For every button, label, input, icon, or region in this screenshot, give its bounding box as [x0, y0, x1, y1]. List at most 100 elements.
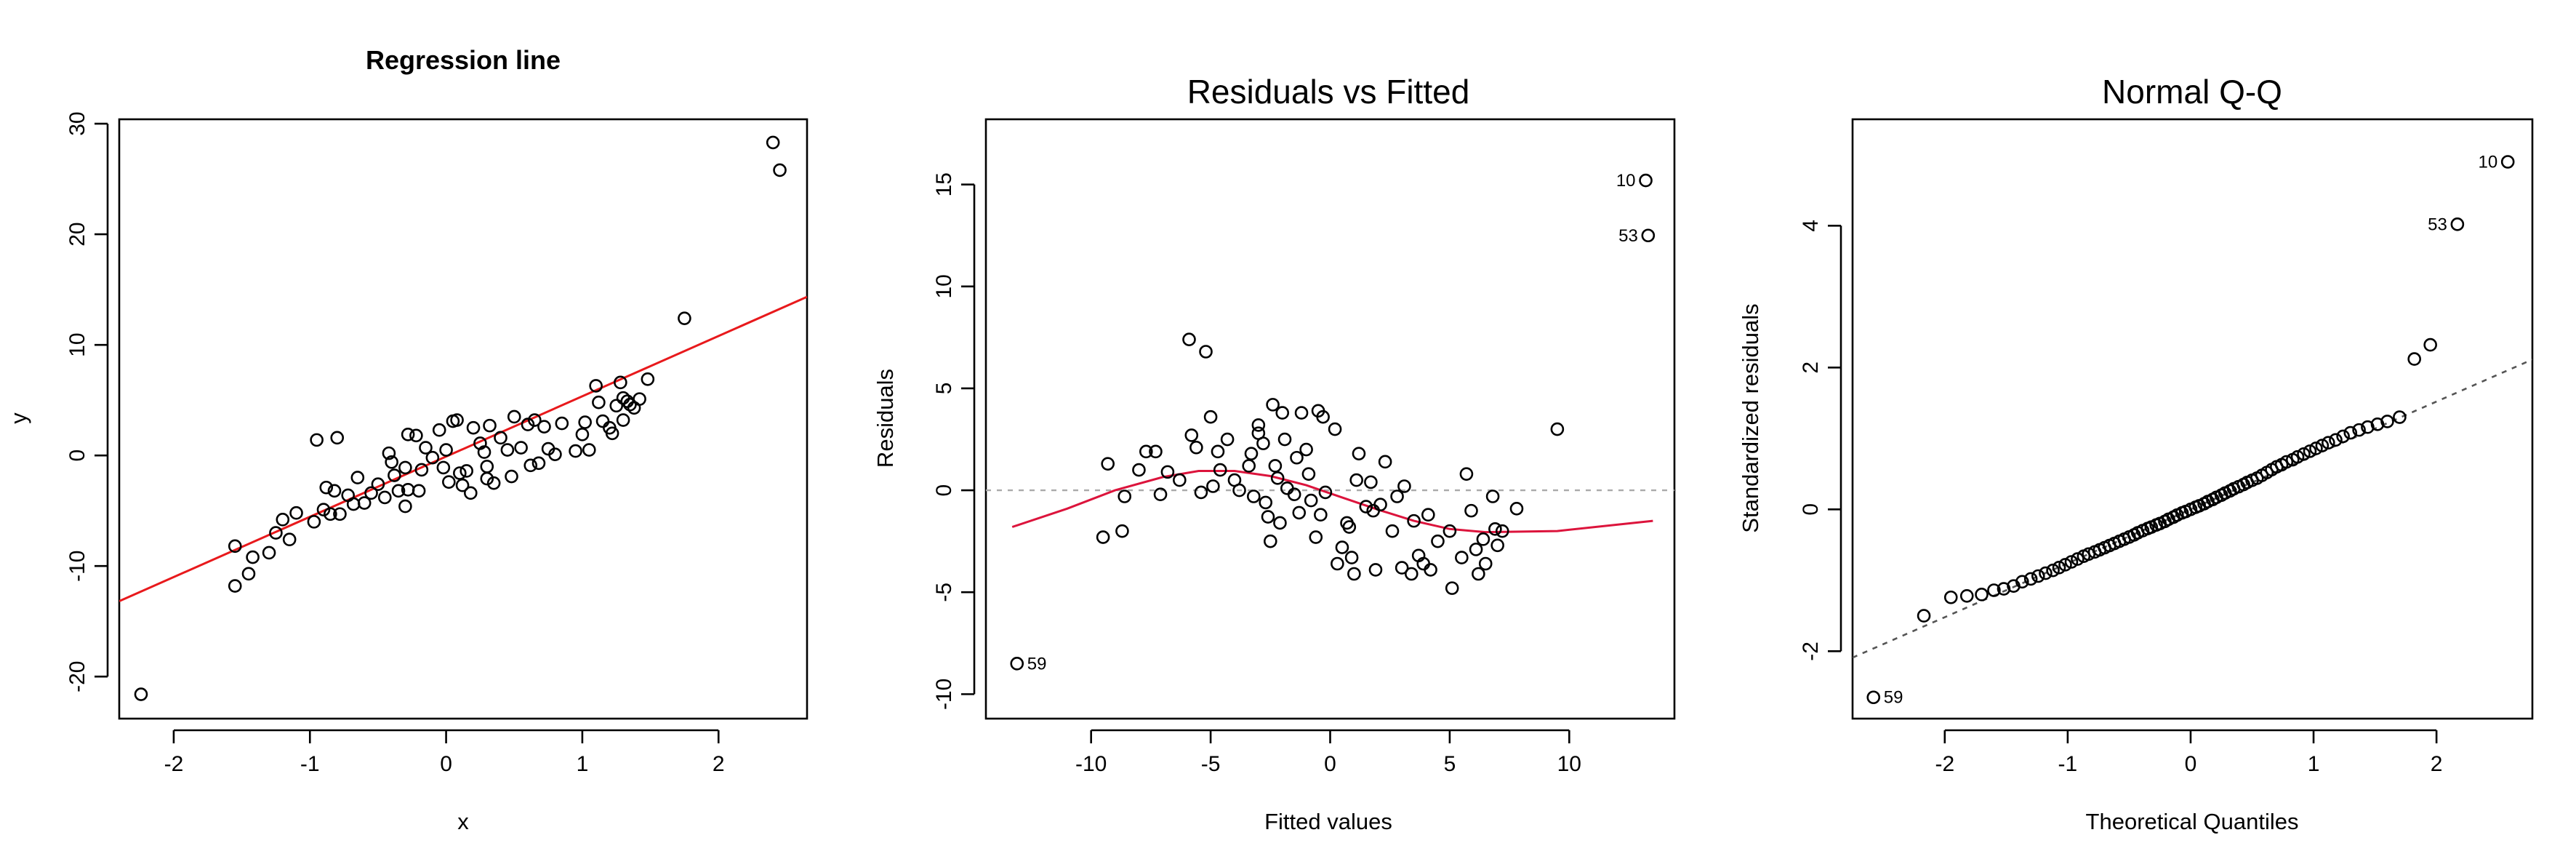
data-point: [528, 413, 542, 427]
data-point: [228, 539, 242, 554]
data-point: [1246, 490, 1261, 503]
data-point: [364, 486, 378, 500]
data-point: [1421, 508, 1435, 522]
data-point: [269, 526, 283, 540]
data-point: [2303, 444, 2317, 458]
data-point: [2071, 552, 2085, 566]
y-tick-label: 10: [932, 274, 956, 298]
y-tick-label: 4: [1799, 220, 1823, 232]
data-point: [1943, 590, 1958, 604]
x-axis-label: Fitted values: [1264, 809, 1392, 834]
x-tick-label: -2: [164, 752, 184, 776]
data-point: [310, 433, 324, 447]
data-point: [1299, 442, 1313, 457]
data-point: [609, 399, 624, 413]
data-point: [531, 456, 546, 471]
data-point: [1469, 543, 1483, 556]
data-point: [134, 687, 148, 701]
data-point: [2046, 563, 2060, 578]
data-point: [633, 392, 646, 406]
data-point: [276, 513, 290, 527]
data-point: [1115, 524, 1129, 538]
qq-reference-line: [1853, 359, 2532, 659]
data-point: [1213, 463, 1227, 477]
data-point: [1431, 534, 1445, 548]
plot-frame: [118, 118, 808, 720]
data-point: [486, 476, 501, 490]
data-point: [1211, 444, 1225, 459]
data-point: [616, 413, 630, 427]
data-point: [548, 447, 562, 461]
reference-lines: [986, 470, 1674, 534]
data-point: [1347, 567, 1361, 581]
reference-lines: [119, 295, 807, 602]
data-point: [1287, 487, 1301, 502]
data-point: [464, 486, 478, 500]
x-tick-label: 1: [577, 752, 589, 776]
data-point: [2015, 575, 2029, 589]
data-point: [1866, 690, 1881, 705]
data-point: [2309, 442, 2323, 455]
y-tick-label: 0: [932, 484, 956, 497]
regression-line-panel: Regression line x y -2 -1 0 1 2 -20-10010203…: [6, 45, 808, 834]
data-point: [1220, 432, 1235, 447]
data-point: [2031, 569, 2045, 583]
data-point: [1194, 485, 1208, 500]
data-point: [1292, 506, 1307, 520]
data-point: [592, 395, 606, 409]
data-point: [398, 460, 412, 475]
data-point: [2380, 415, 2394, 428]
data-point: [1459, 467, 1474, 481]
data-point: [391, 484, 406, 498]
y-axis-ticks: -10 -5 0 5 10 15: [932, 172, 976, 710]
data-point: [409, 428, 423, 443]
data-point: [555, 416, 569, 431]
data-point: [307, 515, 321, 529]
data-point: [2329, 433, 2343, 447]
data-point: [1373, 498, 1387, 512]
x-axis-ticks: -10 -5 0 5 10: [1075, 729, 1581, 776]
data-point: [1301, 467, 1316, 481]
data-point: [2352, 423, 2366, 437]
x-tick-label: -1: [300, 752, 320, 776]
x-axis-label: Theoretical Quantiles: [2086, 809, 2299, 834]
data-point: [1273, 516, 1287, 530]
data-point: [289, 506, 303, 520]
data-point: [1378, 455, 1392, 469]
data-point: [1268, 459, 1283, 473]
data-point: [1495, 524, 1509, 538]
x-tick-label: -1: [2058, 752, 2078, 776]
data-point: [1153, 487, 1168, 502]
data-point: [442, 475, 456, 489]
data-point: [1261, 510, 1275, 524]
y-tick-label: 30: [65, 111, 89, 135]
x-tick-label: 5: [1444, 752, 1456, 776]
data-point: [455, 478, 470, 492]
data-point: [241, 567, 256, 581]
data-point: [678, 311, 691, 325]
data-point: [1266, 398, 1280, 412]
plot-frame: [1851, 118, 2534, 720]
y-axis-label: Standardized residuals: [1738, 303, 1763, 532]
data-point: [1395, 561, 1409, 575]
data-point: [2297, 447, 2311, 461]
lowess-smoother-line: [1011, 470, 1653, 534]
plot-frame: [984, 118, 1676, 720]
data-point: [1275, 406, 1290, 420]
data-point: [1242, 459, 1256, 473]
data-point: [414, 463, 429, 477]
data-point: [1478, 556, 1493, 571]
data-point: [1359, 500, 1373, 514]
data-point: [1256, 436, 1270, 450]
data-point: [1987, 583, 2001, 597]
data-point: [537, 420, 551, 434]
data-point: [1390, 490, 1404, 503]
data-point: [333, 507, 347, 522]
data-point: [371, 477, 385, 491]
data-point: [1244, 447, 1259, 460]
data-point: [1318, 485, 1333, 500]
data-point: [228, 579, 242, 593]
residuals-vs-fitted-panel: Residuals vs Fitted Fitted values Residu…: [872, 73, 1676, 834]
data-point: [500, 443, 515, 457]
data-point: [453, 466, 467, 480]
